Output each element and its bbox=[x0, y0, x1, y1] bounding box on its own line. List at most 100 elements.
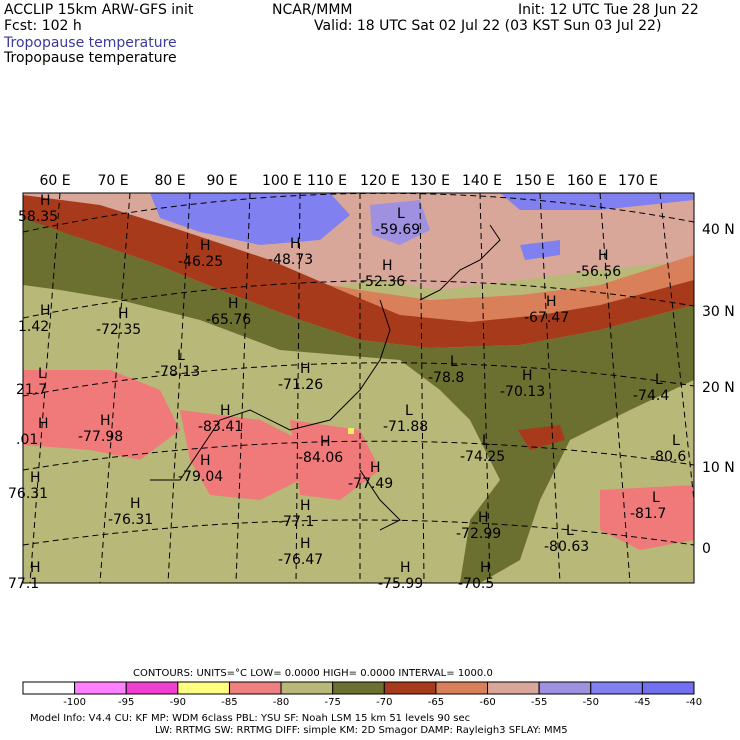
legend-tick-label: -60 bbox=[479, 697, 495, 708]
extremum-low-marker: L bbox=[652, 490, 660, 506]
extremum-high-marker: H bbox=[228, 296, 239, 312]
extremum-low-marker: L bbox=[405, 403, 413, 419]
extremum-high-marker: H bbox=[100, 413, 111, 429]
extremum-low-marker: L bbox=[38, 366, 46, 382]
map-frame bbox=[22, 192, 695, 584]
legend-tick-label: -95 bbox=[118, 697, 134, 708]
map-field bbox=[23, 193, 694, 583]
legend-tick-label: -80 bbox=[273, 697, 289, 708]
extremum-value: -46.25 bbox=[178, 254, 223, 270]
center-name: NCAR/MMM bbox=[272, 2, 353, 18]
extremum-high-marker: H bbox=[200, 453, 211, 469]
physics-info: LW: RRTMG SW: RRTMG DIFF: simple KM: 2D … bbox=[155, 725, 568, 736]
longitude-label: 140 E bbox=[462, 173, 502, 189]
extremum-value: -76.31 bbox=[108, 512, 153, 528]
legend-tick-label: -55 bbox=[531, 697, 547, 708]
extremum-low-marker: L bbox=[397, 206, 405, 222]
extremum-value: -74.25 bbox=[460, 449, 505, 465]
color-legend: -100 -95 -90 -85 -80 -75 -70 -65 -60 -55 -50 -45 -40… bbox=[22, 681, 740, 708]
legend-swatch bbox=[177, 681, 230, 695]
graticule bbox=[23, 193, 694, 583]
extremum-high-marker: H bbox=[546, 294, 557, 310]
extremum-low-marker: L bbox=[672, 433, 680, 449]
init-time: Init: 12 UTC Tue 28 Jun 22 bbox=[518, 2, 699, 18]
longitude-label: 70 E bbox=[97, 173, 128, 189]
extremum-value: -72.35 bbox=[96, 322, 141, 338]
extremum-high-marker: H bbox=[200, 238, 211, 254]
extremum-low-marker: L bbox=[450, 354, 458, 370]
forecast-hour: Fcst: 102 h bbox=[4, 18, 82, 34]
longitude-label: 130 E bbox=[410, 173, 450, 189]
extremum-value: -77.1 bbox=[278, 514, 314, 530]
extremum-high-marker: H bbox=[290, 236, 301, 252]
legend-tick-label: -50 bbox=[583, 697, 599, 708]
legend-swatch bbox=[22, 681, 76, 695]
legend-tick-label: -75 bbox=[325, 697, 341, 708]
legend-swatch bbox=[435, 681, 489, 695]
extremum-high-marker: H bbox=[130, 496, 141, 512]
longitude-label: 150 E bbox=[515, 173, 555, 189]
valid-time: Valid: 18 UTC Sat 02 Jul 22 (03 KST Sun … bbox=[314, 18, 662, 34]
extremum-high-marker: H bbox=[320, 434, 331, 450]
extremum-value: -56.56 bbox=[576, 264, 621, 280]
extremum-value: 76.31 bbox=[8, 486, 48, 502]
extremum-low-marker: L bbox=[482, 433, 490, 449]
legend-tick-label: -40 bbox=[686, 697, 702, 708]
extremum-value: 21.7 bbox=[16, 382, 47, 398]
extremum-value: -48.73 bbox=[268, 252, 313, 268]
legend-tick-label: -90 bbox=[170, 697, 186, 708]
extremum-value: -52.36 bbox=[360, 274, 405, 290]
extremum-high-marker: H bbox=[598, 248, 609, 264]
latitude-label: 20 N bbox=[702, 380, 735, 396]
model-info: Model Info: V4.4 CU: KF MP: WDM 6class P… bbox=[30, 713, 471, 724]
extremum-value: .01 bbox=[16, 432, 38, 448]
extremum-value: -75.99 bbox=[378, 576, 423, 592]
legend-swatch bbox=[280, 681, 334, 695]
legend-swatch bbox=[487, 681, 540, 695]
extremum-value: -80.63 bbox=[544, 539, 589, 555]
extremum-high-marker: H bbox=[30, 470, 41, 486]
longitude-label: 60 E bbox=[39, 173, 70, 189]
extremum-high-marker: H bbox=[382, 258, 393, 274]
extremum-low-marker: L bbox=[566, 523, 574, 539]
extremum-value: -70.13 bbox=[500, 384, 545, 400]
extremum-value: -83.41 bbox=[198, 419, 243, 435]
extremum-value: -81.7 bbox=[630, 506, 666, 522]
latitude-label: 30 N bbox=[702, 304, 735, 320]
longitude-label: 110 E bbox=[307, 173, 347, 189]
latitude-label: 40 N bbox=[702, 222, 735, 238]
latitude-label: 10 N bbox=[702, 460, 735, 476]
field-title-secondary: Tropopause temperature bbox=[4, 50, 177, 66]
longitude-label: 90 E bbox=[206, 173, 237, 189]
extremum-value: -79.04 bbox=[178, 469, 223, 485]
extremum-low-marker: L bbox=[655, 372, 663, 388]
legend-tick-label: -85 bbox=[221, 697, 237, 708]
extremum-value: -71.88 bbox=[383, 419, 428, 435]
extremum-value: -77.98 bbox=[78, 429, 123, 445]
longitude-label: 120 E bbox=[360, 173, 400, 189]
longitude-label: 80 E bbox=[154, 173, 185, 189]
extremum-value: -72.99 bbox=[456, 526, 501, 542]
extremum-high-marker: H bbox=[400, 560, 411, 576]
extremum-value: -70.5 bbox=[458, 576, 494, 592]
extremum-value: -71.26 bbox=[278, 377, 323, 393]
extremum-high-marker: H bbox=[478, 510, 489, 526]
extremum-value: -59.69 bbox=[375, 222, 420, 238]
extremum-high-marker: H bbox=[220, 403, 231, 419]
extremum-high-marker: H bbox=[522, 368, 533, 384]
extremum-high-marker: H bbox=[40, 303, 51, 319]
extremum-high-marker: H bbox=[300, 536, 311, 552]
extremum-value: -78.13 bbox=[155, 364, 200, 380]
latitude-labels: 40 N 30 N 20 N 10 N 0 bbox=[702, 222, 735, 557]
legend-swatch bbox=[332, 681, 385, 695]
longitude-label: 100 E bbox=[262, 173, 302, 189]
legend-tick-label: -100 bbox=[63, 697, 86, 708]
extrema-labels: H58.35H-46.25H-48.73L-59.69H-52.36H-56.5… bbox=[8, 193, 686, 592]
extremum-high-marker: H bbox=[40, 193, 51, 209]
legend-swatch bbox=[538, 681, 592, 695]
legend-tick-label: -45 bbox=[634, 697, 650, 708]
field-title-primary: Tropopause temperature bbox=[4, 35, 177, 51]
legend-tick-label: -65 bbox=[428, 697, 444, 708]
model-title: ACCLIP 15km ARW-GFS init bbox=[4, 2, 194, 18]
